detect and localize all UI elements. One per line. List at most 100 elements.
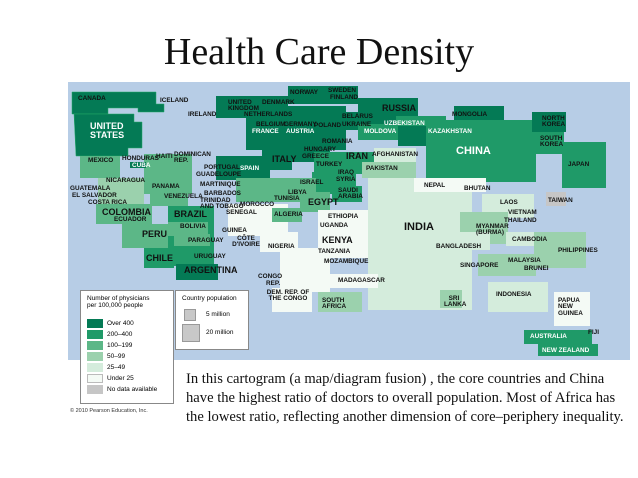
label-australia: AUSTRALIA [530,333,567,340]
population-label-20-million: 20 million [206,329,234,336]
region-pakistan [362,162,416,178]
label-panama: PANAMA [152,183,180,190]
label-kazakhstan: KAZAKHSTAN [428,128,472,135]
legend-swatch-200-400 [87,330,103,339]
label-sweden: SWEDEN [328,87,357,94]
label-bhutan: BHUTAN [464,185,491,192]
label-guinea: GUINEA [222,227,247,234]
label-fiji: FIJI [588,329,600,336]
label-denmark: DENMARK [262,99,295,106]
legend-swatch-under25 [87,374,103,383]
label-ukraine: UKRAINE [342,121,372,128]
label-colombia: COLOMBIA [102,207,151,217]
label-portugal: PORTUGAL [204,164,240,171]
region-colombia [96,204,152,224]
label-italy: ITALY [272,154,297,164]
label-russia: RUSSIA [382,103,417,113]
label-ireland: IRELAND [188,111,217,118]
label-romania: ROMANIA [322,138,353,145]
physician-density-legend: Number of physicians per 100,000 people … [80,290,174,404]
label-syria: SYRIA [336,176,356,183]
region-taiwan [546,192,566,206]
region-moldova [358,124,398,140]
label-senegal: SENEGAL [226,209,257,216]
label-belgium: BELGIUM [256,121,286,128]
region-new-zealand [538,344,598,356]
label-sri-lanka: SRI LANKA [444,295,467,309]
label-austria: AUSTRIA [286,128,315,135]
label-dem-rep-congo: DEM. REP. OF THE CONGO [266,289,310,303]
region-madagascar [330,274,378,288]
slide-caption: In this cartogram (a map/diagram fusion)… [186,371,624,425]
population-square-large [182,324,200,342]
label-singapore: SINGAPORE [460,262,499,269]
label-cuba: CUBA [132,162,151,169]
label-dominican-rep: DOMINICAN REP. [174,151,211,165]
region-nepal-bhutan [414,178,486,192]
region-paraguay [174,234,210,246]
region-egypt [300,192,330,212]
label-new-zealand: NEW ZEALAND [542,347,590,354]
label-greece: GREECE [302,153,329,160]
region-uruguay [178,252,208,264]
label-peru: PERU [142,229,168,239]
legend-label-over400: Over 400 [107,320,134,327]
label-indonesia: INDONESIA [496,291,532,298]
label-mozambique: MOZAMBIQUE [324,258,369,265]
label-congo: CONGO [258,273,283,280]
slide-title: Health Care Density [163,31,475,73]
region-indonesia [488,282,548,312]
region-chile [144,248,174,268]
label-saudi-arabia: SAUDI ARABIA [338,187,363,201]
region-turkey-iran [314,152,374,174]
label-chile: CHILE [146,253,173,263]
region-dem-rep-congo [272,288,312,312]
label-libya: LIBYA [288,189,307,196]
label-morocco: MOROCCO [240,201,275,208]
label-france: FRANCE [252,128,279,135]
label-iran: IRAN [346,151,368,161]
legend-label-100-199: 100–199 [107,342,133,349]
label-norway: NORWAY [290,89,319,96]
region-venezuela [150,190,188,206]
population-label-5-million: 5 million [206,311,230,318]
label-north-korea: NORTH KOREA [542,115,566,129]
label-nepal: NEPAL [424,182,446,189]
label-taiwan: TAIWAN [548,197,573,204]
region-norway-sweden-finland [288,86,358,104]
label-united-states: UNITED STATES [90,121,125,140]
label-papua-new-guinea: PAPUA NEW GUINEA [558,297,583,317]
cartogram-shapes [71,86,606,356]
label-nicaragua: NICARAGUA [106,177,146,184]
legend-label-200-400: 200–400 [107,331,133,338]
region-bangladesh [444,232,490,250]
region-mongolia [454,106,504,122]
label-el-salvador: EL SALVADOR [72,192,117,199]
region-nigeria [260,232,298,252]
region-cuba [130,162,146,168]
legend-swatch-50-99 [87,352,103,361]
label-hungary: HUNGARY [304,146,337,153]
region-peru [122,224,168,248]
label-tunisia: TUNISIA [274,195,300,202]
label-thailand: THAILAND [504,217,537,224]
label-egypt: EGYPT [308,197,339,207]
label-costa-rica: COSTA RICA [88,199,128,206]
legend-label-50-99: 50–99 [107,353,126,360]
label-brazil: BRAZIL [174,209,207,219]
label-mongolia: MONGOLIA [452,111,488,118]
label-cambodia: CAMBODIA [512,236,548,243]
label-tanzania: TANZANIA [318,248,351,255]
label-myanmar: MYANMAR (BURMA) [476,223,509,237]
label-uzbekistan: UZBEKISTAN [384,120,425,127]
label-pakistan: PAKISTAN [366,165,398,172]
label-bolivia: BOLIVIA [180,223,206,230]
label-ethiopia: ETHIOPIA [328,213,359,220]
population-legend-heading: Country population [182,295,237,302]
region-argentina [176,264,218,280]
label-iceland: ICELAND [160,97,189,104]
legend-swatch-100-199 [87,341,103,350]
label-moldova: MOLDOVA [364,128,397,135]
region-algeria [272,208,302,222]
legend-swatch-25-49 [87,363,103,372]
